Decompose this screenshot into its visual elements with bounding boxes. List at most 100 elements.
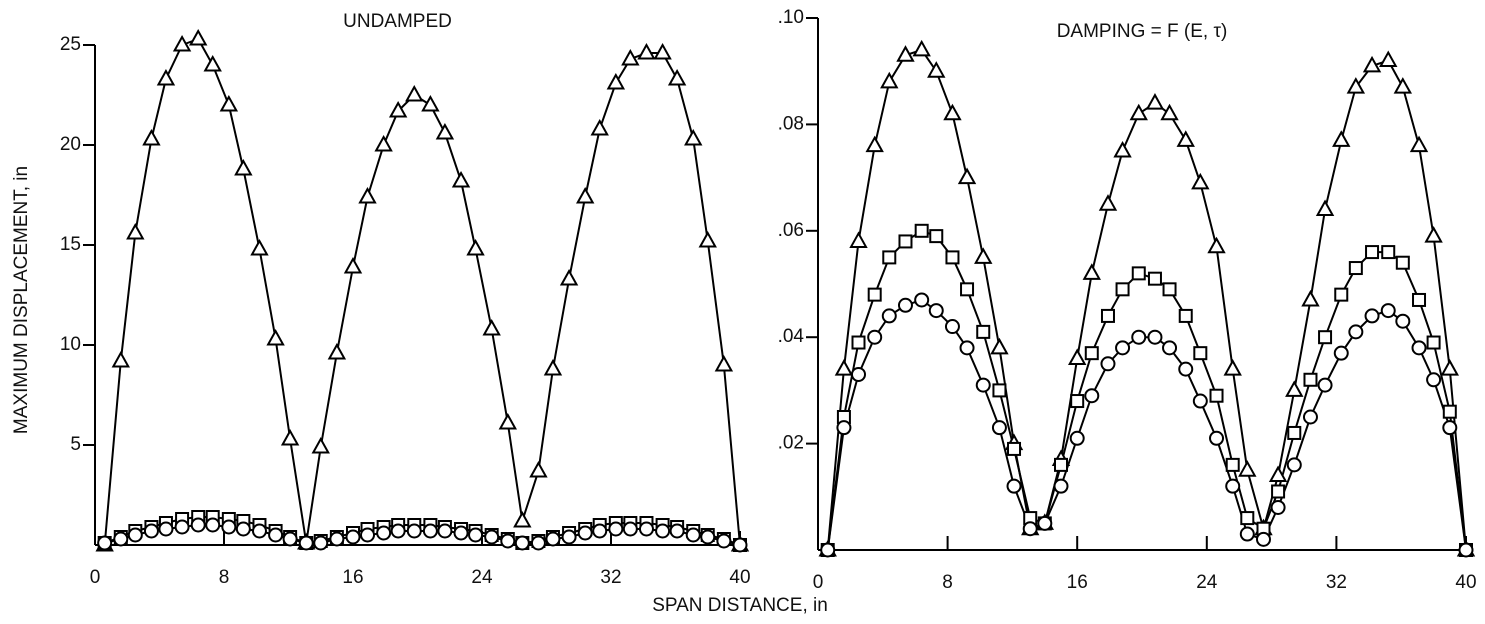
triangle-marker (1082, 263, 1101, 280)
square-marker (992, 383, 1007, 398)
circle-marker (406, 523, 422, 539)
circle-marker (298, 535, 314, 551)
x-tick-label: 0 (90, 567, 101, 588)
circle-marker (928, 303, 944, 319)
chart-title: DAMPING = F (E, τ) (1057, 21, 1228, 42)
square-marker (1054, 457, 1068, 472)
circle-marker (592, 523, 608, 539)
circle-marker (484, 529, 500, 545)
circle-marker (113, 531, 129, 547)
circle-marker (360, 527, 376, 543)
circle-marker (205, 517, 221, 533)
circle-marker (1395, 313, 1411, 329)
triangle-marker (912, 39, 931, 57)
triangle-marker (388, 100, 408, 118)
circle-marker (716, 533, 732, 549)
square-marker (1365, 245, 1380, 260)
x-tick-label: 40 (1455, 572, 1476, 593)
triangle-marker (111, 350, 130, 368)
triangle-marker (943, 103, 962, 121)
square-marker (1084, 346, 1099, 361)
triangle-marker (311, 436, 330, 454)
triangle-marker (405, 84, 424, 102)
triangle-marker (219, 94, 239, 112)
triangle-marker (606, 72, 626, 90)
triangle-marker (1223, 359, 1242, 376)
circle-marker (143, 523, 159, 539)
triangle-marker (435, 122, 455, 140)
square-marker (867, 287, 882, 302)
triangle-marker (482, 318, 501, 336)
triangle-marker (621, 48, 640, 66)
triangle-marker (529, 460, 548, 478)
circle-marker (437, 523, 453, 539)
circle-marker (1084, 388, 1100, 404)
circle-marker (638, 521, 654, 537)
triangle-marker (1145, 93, 1165, 110)
triangle-marker (156, 68, 176, 86)
triangle-marker (498, 412, 517, 430)
circle-marker (268, 527, 284, 543)
circle-marker (991, 420, 1007, 436)
x-tick-label: 0 (813, 572, 824, 593)
triangle-marker (684, 128, 703, 146)
circle-marker (685, 527, 701, 543)
circle-marker (1317, 377, 1333, 393)
circle-marker (1239, 526, 1255, 542)
square-marker (1426, 335, 1441, 350)
triangle-marker (1238, 460, 1257, 477)
square-marker (1287, 425, 1302, 440)
square-marker (1115, 282, 1130, 297)
triangle-marker (990, 337, 1009, 355)
triangle-marker (880, 71, 899, 89)
circle-marker (1178, 361, 1194, 377)
series-line (826, 298, 1467, 551)
triangle-marker (1268, 465, 1288, 483)
circle-marker (1115, 340, 1131, 356)
triangle-marker (1098, 194, 1118, 211)
x-tick-label: 16 (342, 567, 363, 588)
triangle-marker (834, 359, 854, 376)
y-tick-label: .06 (778, 220, 804, 241)
circle-marker (190, 517, 206, 533)
square-marker (1070, 394, 1085, 409)
triangle-marker (1160, 103, 1179, 121)
square-marker (1381, 245, 1396, 260)
circle-marker (577, 525, 593, 541)
triangle-marker (667, 68, 687, 86)
circle-marker (836, 420, 852, 436)
square-marker (1178, 308, 1193, 323)
triangle-marker (927, 61, 946, 78)
triangle-marker (1424, 226, 1443, 243)
triangle-marker (714, 354, 734, 372)
circle-marker (881, 308, 897, 324)
circle-marker (1209, 430, 1225, 446)
y-tick-label: .02 (778, 433, 804, 454)
triangle-marker (1315, 199, 1335, 217)
circle-marker (1442, 420, 1458, 436)
y-tick-label: .04 (778, 326, 805, 347)
triangle-marker (1285, 380, 1304, 397)
x-tick-label: 32 (600, 567, 621, 588)
x-tick-label: 8 (219, 567, 230, 588)
circle-marker (127, 527, 143, 543)
circle-marker (1270, 499, 1286, 515)
y-tick-label: 10 (60, 334, 81, 355)
x-axis-label: SPAN DISTANCE, in (652, 595, 828, 616)
square-marker (1131, 266, 1146, 281)
triangle-marker (1068, 348, 1087, 365)
triangle-marker (1440, 359, 1459, 376)
circle-marker (700, 529, 716, 545)
circle-marker (1131, 329, 1147, 345)
y-tick-label: 25 (60, 34, 81, 55)
triangle-marker (1362, 55, 1382, 73)
circle-marker (1037, 515, 1053, 531)
triangle-marker (576, 186, 595, 204)
square-marker (1348, 261, 1363, 276)
triangle-marker (653, 42, 672, 60)
square-marker (929, 229, 944, 244)
circle-marker (1348, 324, 1364, 340)
circle-marker (1411, 340, 1427, 356)
circle-marker (1162, 340, 1178, 356)
circle-marker (1069, 430, 1085, 446)
